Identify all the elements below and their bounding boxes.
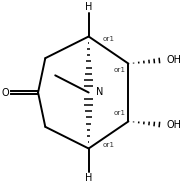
Text: OH: OH xyxy=(166,55,181,65)
Text: O: O xyxy=(2,88,9,97)
Text: or1: or1 xyxy=(114,110,126,116)
Text: N: N xyxy=(96,87,103,97)
Text: OH: OH xyxy=(166,120,181,130)
Text: or1: or1 xyxy=(102,36,114,42)
Text: H: H xyxy=(85,173,92,183)
Text: or1: or1 xyxy=(114,67,126,73)
Text: H: H xyxy=(85,2,92,12)
Text: or1: or1 xyxy=(102,142,114,148)
